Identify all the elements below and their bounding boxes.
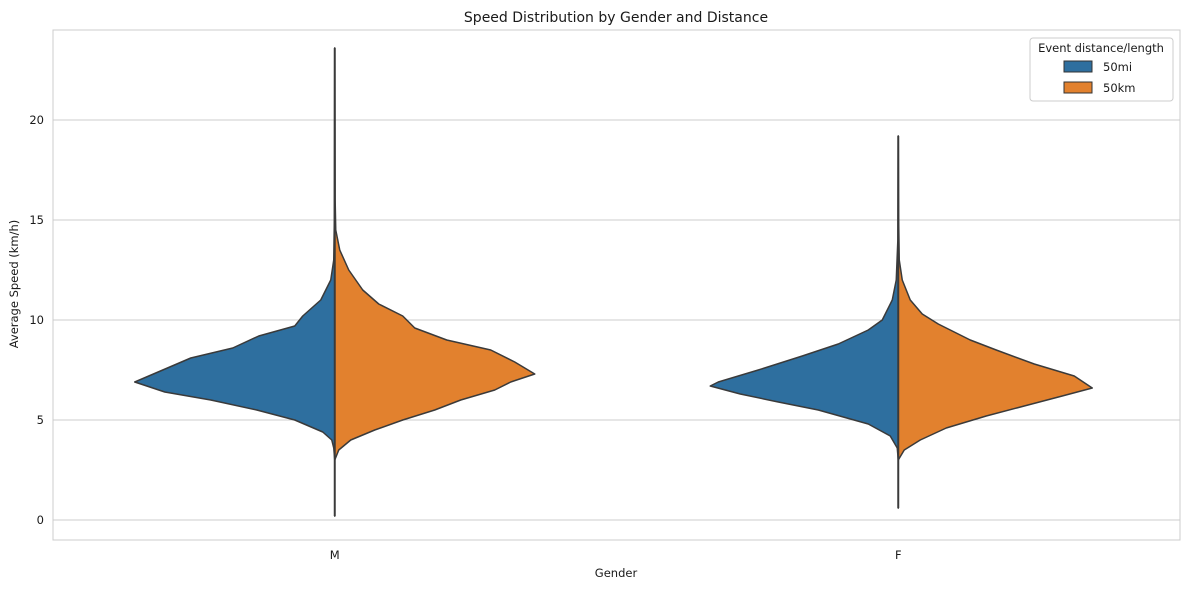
violins (134, 47, 1093, 517)
violin-half-50km-F (897, 135, 1093, 509)
y-tick-label: 10 (29, 313, 44, 327)
y-tick-labels: 0 5 10 15 20 (29, 113, 44, 527)
x-axis-label: Gender (595, 566, 638, 580)
violin-half-50mi-F (709, 135, 899, 509)
y-tick-label: 15 (29, 213, 44, 227)
legend: Event distance/length 50mi 50km (1029, 37, 1174, 102)
violin-half-50km-M (334, 47, 536, 517)
y-tick-label: 0 (37, 513, 44, 527)
plot-frame (52, 29, 1181, 541)
y-tick-label: 20 (29, 113, 44, 127)
y-axis-label: Average Speed (km/h) (7, 220, 21, 349)
chart-title: Speed Distribution by Gender and Distanc… (464, 10, 768, 26)
x-tick-label-M: M (330, 548, 340, 562)
legend-title: Event distance/length (1038, 41, 1164, 55)
violin-half-50mi-M (134, 47, 336, 517)
legend-label-50mi: 50mi (1103, 60, 1132, 74)
legend-swatch-50mi (1063, 60, 1093, 73)
legend-swatch-50km (1063, 81, 1093, 94)
y-tick-label: 5 (37, 413, 44, 427)
legend-label-50km: 50km (1103, 81, 1136, 95)
x-tick-label-F: F (895, 548, 902, 562)
grid-lines (53, 119, 1180, 521)
